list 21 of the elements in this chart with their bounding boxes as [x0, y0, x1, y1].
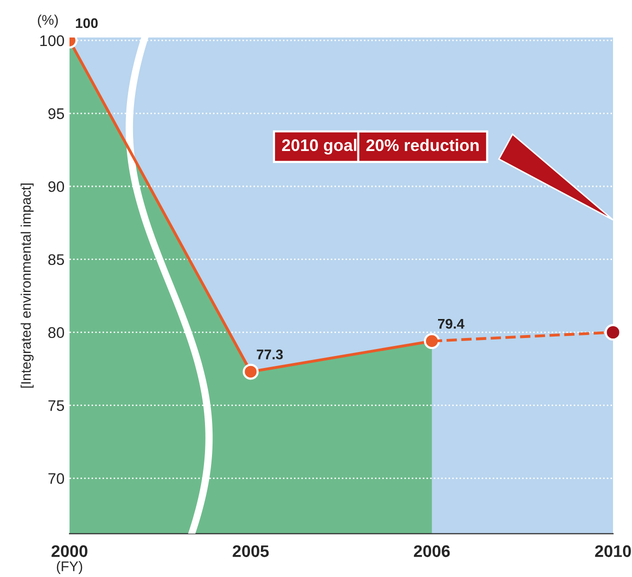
point	[604, 324, 622, 341]
data-label: 79.4	[438, 318, 464, 329]
x-tick-label: 2006	[414, 545, 450, 558]
y-tick-label: 100	[40, 35, 64, 46]
point	[424, 333, 440, 350]
y-tick-label: 95	[48, 108, 64, 120]
annotation: 2010 goal	[282, 138, 356, 154]
x-axis-title: (FY)	[56, 561, 82, 574]
y-tick-label: 70	[48, 473, 64, 484]
annotation: 20% reduction	[366, 138, 479, 152]
y-tick-label: 80	[48, 327, 64, 338]
text: (%)	[38, 14, 58, 28]
y-axis-title: [Integrated environmental impact]	[20, 184, 34, 388]
y-tick-label: 90	[48, 181, 64, 192]
x-tick-label: 2010	[595, 545, 631, 558]
data-label: 77.3	[256, 350, 283, 360]
y-tick-label: 75	[48, 400, 64, 411]
y-tick-label: 85	[48, 254, 64, 266]
x-tick-label: 2000	[52, 545, 88, 558]
x-tick-label: 2005	[232, 545, 269, 558]
data-label: 100	[76, 18, 98, 28]
